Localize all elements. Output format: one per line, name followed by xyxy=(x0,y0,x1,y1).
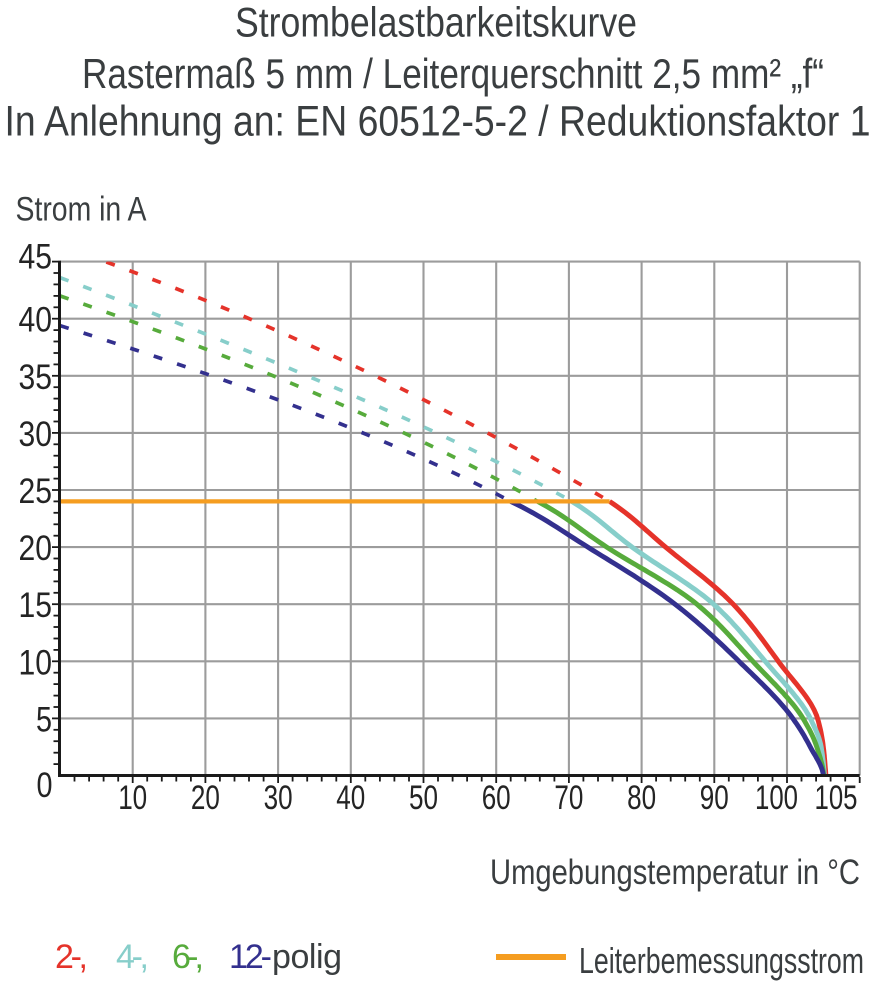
svg-text:90: 90 xyxy=(700,779,729,817)
svg-text:80: 80 xyxy=(627,779,656,817)
svg-text:20: 20 xyxy=(19,528,53,568)
svg-text:In Anlehnung an: EN 60512-5-2: In Anlehnung an: EN 60512-5-2 / Reduktio… xyxy=(5,98,871,146)
svg-text:Strombelastbarkeitskurve: Strombelastbarkeitskurve xyxy=(235,0,637,46)
svg-text:10: 10 xyxy=(118,779,147,817)
svg-text:Leiterbemessungsstrom: Leiterbemessungsstrom xyxy=(579,940,864,981)
svg-text:35: 35 xyxy=(19,357,53,397)
svg-text:15: 15 xyxy=(19,585,53,625)
svg-text:50: 50 xyxy=(409,779,438,817)
svg-text:Rastermaß 5 mm / Leiterquersch: Rastermaß 5 mm / Leiterquerschnitt 2,5 m… xyxy=(82,50,824,97)
svg-text:2-,: 2-, xyxy=(55,938,88,976)
svg-text:40: 40 xyxy=(336,779,365,817)
svg-text:25: 25 xyxy=(19,471,53,511)
svg-text:polig: polig xyxy=(272,938,342,976)
svg-text:30: 30 xyxy=(264,779,293,817)
svg-text:6-,: 6-, xyxy=(172,938,204,976)
svg-text:70: 70 xyxy=(554,779,583,817)
svg-text:10: 10 xyxy=(19,642,53,682)
svg-text:20: 20 xyxy=(191,779,220,817)
svg-text:60: 60 xyxy=(482,779,511,817)
svg-text:5: 5 xyxy=(36,699,52,739)
svg-text:4-,: 4-, xyxy=(116,938,149,976)
svg-text:30: 30 xyxy=(19,414,53,454)
svg-text:40: 40 xyxy=(19,300,53,340)
svg-text:0: 0 xyxy=(37,765,53,805)
svg-text:45: 45 xyxy=(19,237,53,277)
svg-text:12-: 12- xyxy=(229,938,272,976)
svg-text:Strom in A: Strom in A xyxy=(16,191,147,229)
svg-text:100: 100 xyxy=(755,779,798,817)
svg-text:105: 105 xyxy=(815,779,858,817)
svg-text:Umgebungstemperatur in °C: Umgebungstemperatur in °C xyxy=(490,853,860,892)
